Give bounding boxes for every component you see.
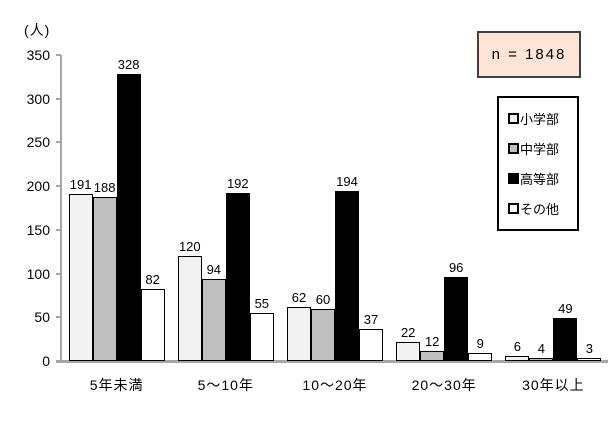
bar-value-label: 94 <box>206 261 222 277</box>
bar-中学部 <box>311 308 335 361</box>
category-label: 5〜10年 <box>197 377 254 393</box>
legend-item: 高等部 <box>508 169 573 188</box>
y-axis-tick <box>56 316 61 319</box>
legend-marker-icon <box>508 142 519 154</box>
category-label: 30年以上 <box>522 377 585 393</box>
bar-value-label: 328 <box>117 57 140 73</box>
sample-size-box: n = 1848 <box>477 31 581 78</box>
bar-value-label: 6 <box>513 338 521 354</box>
bar-中学部 <box>420 350 445 361</box>
bar-value-label: 62 <box>291 289 307 305</box>
bar-value-label: 49 <box>558 301 573 317</box>
y-axis-tick <box>56 228 61 231</box>
legend-label: 中学部 <box>520 141 560 157</box>
bar-小学部 <box>505 355 530 361</box>
y-tick-label: 150 <box>26 221 50 238</box>
y-axis-tick <box>56 185 61 188</box>
legend-item: その他 <box>508 199 573 218</box>
bar-高等部 <box>553 318 578 361</box>
legend-marker-icon <box>508 112 519 124</box>
bar-その他 <box>468 353 493 361</box>
y-tick-label: 350 <box>26 47 50 63</box>
sample-size-label: n = 1848 <box>491 46 567 63</box>
legend-marker-icon <box>508 203 519 215</box>
bar-中学部 <box>92 196 117 361</box>
bar-value-label: 192 <box>226 176 249 192</box>
y-axis-tick <box>56 360 61 362</box>
legend-marker-icon <box>508 173 519 185</box>
bar-value-label: 12 <box>424 333 440 349</box>
y-axis-line <box>60 55 62 362</box>
y-axis-unit-label: (人) <box>24 22 51 38</box>
legend: 小学部中学部高等部その他 <box>497 96 579 231</box>
y-axis-tick <box>56 141 61 144</box>
y-tick-label: 300 <box>26 90 50 107</box>
bar-小学部 <box>68 194 93 361</box>
y-tick-label: 250 <box>26 134 50 151</box>
bar-value-label: 4 <box>537 340 545 356</box>
bar-小学部 <box>177 256 202 361</box>
bar-その他 <box>140 289 165 361</box>
bar-高等部 <box>335 191 359 361</box>
bar-value-label: 60 <box>315 291 331 307</box>
bar-その他 <box>577 358 602 361</box>
bar-その他 <box>359 328 383 361</box>
y-axis-tick <box>56 272 61 275</box>
bar-value-label: 55 <box>254 295 270 311</box>
x-axis-line <box>56 360 608 363</box>
y-tick-label: 100 <box>26 265 50 282</box>
bar-value-label: 9 <box>476 336 484 352</box>
bar-value-label: 37 <box>363 311 379 327</box>
y-axis-tick <box>56 97 61 100</box>
y-tick-label: 0 <box>42 353 50 369</box>
bar-value-label: 194 <box>336 174 358 190</box>
legend-label: その他 <box>520 202 560 218</box>
bar-高等部 <box>116 74 141 361</box>
bar-小学部 <box>396 341 421 361</box>
legend-item: 中学部 <box>508 139 573 158</box>
bar-value-label: 188 <box>93 179 116 195</box>
bar-value-label: 82 <box>145 272 160 288</box>
bar-value-label: 191 <box>69 177 92 192</box>
category-label: 20〜30年 <box>411 377 477 393</box>
bar-小学部 <box>287 306 311 361</box>
bar-value-label: 120 <box>178 239 201 255</box>
y-axis-tick <box>56 54 61 56</box>
bar-中学部 <box>201 278 226 361</box>
bar-中学部 <box>529 357 554 361</box>
legend-label: 小学部 <box>520 111 560 127</box>
category-label: 10〜20年 <box>302 377 368 393</box>
bar-高等部 <box>225 193 250 361</box>
bar-value-label: 96 <box>448 260 464 276</box>
bar-value-label: 3 <box>585 341 593 357</box>
bar-高等部 <box>444 277 469 361</box>
bar-その他 <box>249 312 274 361</box>
bar-value-label: 22 <box>400 324 416 340</box>
legend-item: 小学部 <box>508 109 573 128</box>
legend-label: 高等部 <box>520 172 560 188</box>
y-tick-label: 200 <box>26 178 50 195</box>
y-tick-label: 50 <box>34 309 50 326</box>
category-label: 5年未満 <box>89 377 144 393</box>
